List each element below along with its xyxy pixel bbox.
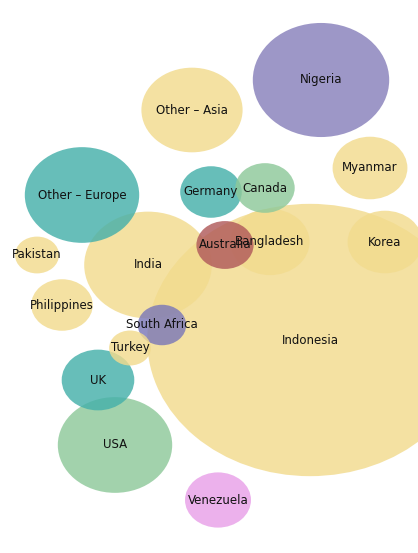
Text: Venezuela: Venezuela — [188, 493, 248, 507]
Text: Turkey: Turkey — [111, 342, 149, 354]
Text: UK: UK — [90, 373, 106, 387]
Text: Other – Europe: Other – Europe — [38, 189, 126, 201]
Text: South Africa: South Africa — [126, 319, 198, 331]
Text: Germany: Germany — [184, 185, 238, 199]
Ellipse shape — [253, 23, 389, 137]
Ellipse shape — [62, 349, 134, 410]
Ellipse shape — [333, 137, 408, 199]
Text: Other – Asia: Other – Asia — [156, 103, 228, 117]
Text: India: India — [133, 258, 163, 272]
Ellipse shape — [15, 237, 59, 273]
Ellipse shape — [25, 147, 139, 243]
Text: Korea: Korea — [368, 236, 402, 248]
Ellipse shape — [138, 305, 186, 345]
Text: Myanmar: Myanmar — [342, 161, 398, 175]
Ellipse shape — [180, 166, 242, 218]
Ellipse shape — [147, 204, 418, 476]
Ellipse shape — [84, 212, 212, 319]
Ellipse shape — [196, 221, 254, 269]
Text: Indonesia: Indonesia — [281, 333, 339, 347]
Ellipse shape — [58, 397, 172, 493]
Ellipse shape — [235, 163, 295, 213]
Text: Pakistan: Pakistan — [12, 248, 62, 262]
Ellipse shape — [109, 331, 151, 366]
Text: USA: USA — [103, 439, 127, 451]
Text: Philippines: Philippines — [30, 299, 94, 311]
Ellipse shape — [141, 67, 242, 152]
Text: Bangladesh: Bangladesh — [235, 236, 305, 248]
Text: Australia: Australia — [199, 238, 251, 252]
Text: Canada: Canada — [242, 181, 288, 195]
Text: Nigeria: Nigeria — [300, 74, 342, 86]
Ellipse shape — [185, 472, 251, 528]
Ellipse shape — [31, 279, 93, 331]
Ellipse shape — [348, 211, 418, 273]
Ellipse shape — [230, 209, 310, 275]
